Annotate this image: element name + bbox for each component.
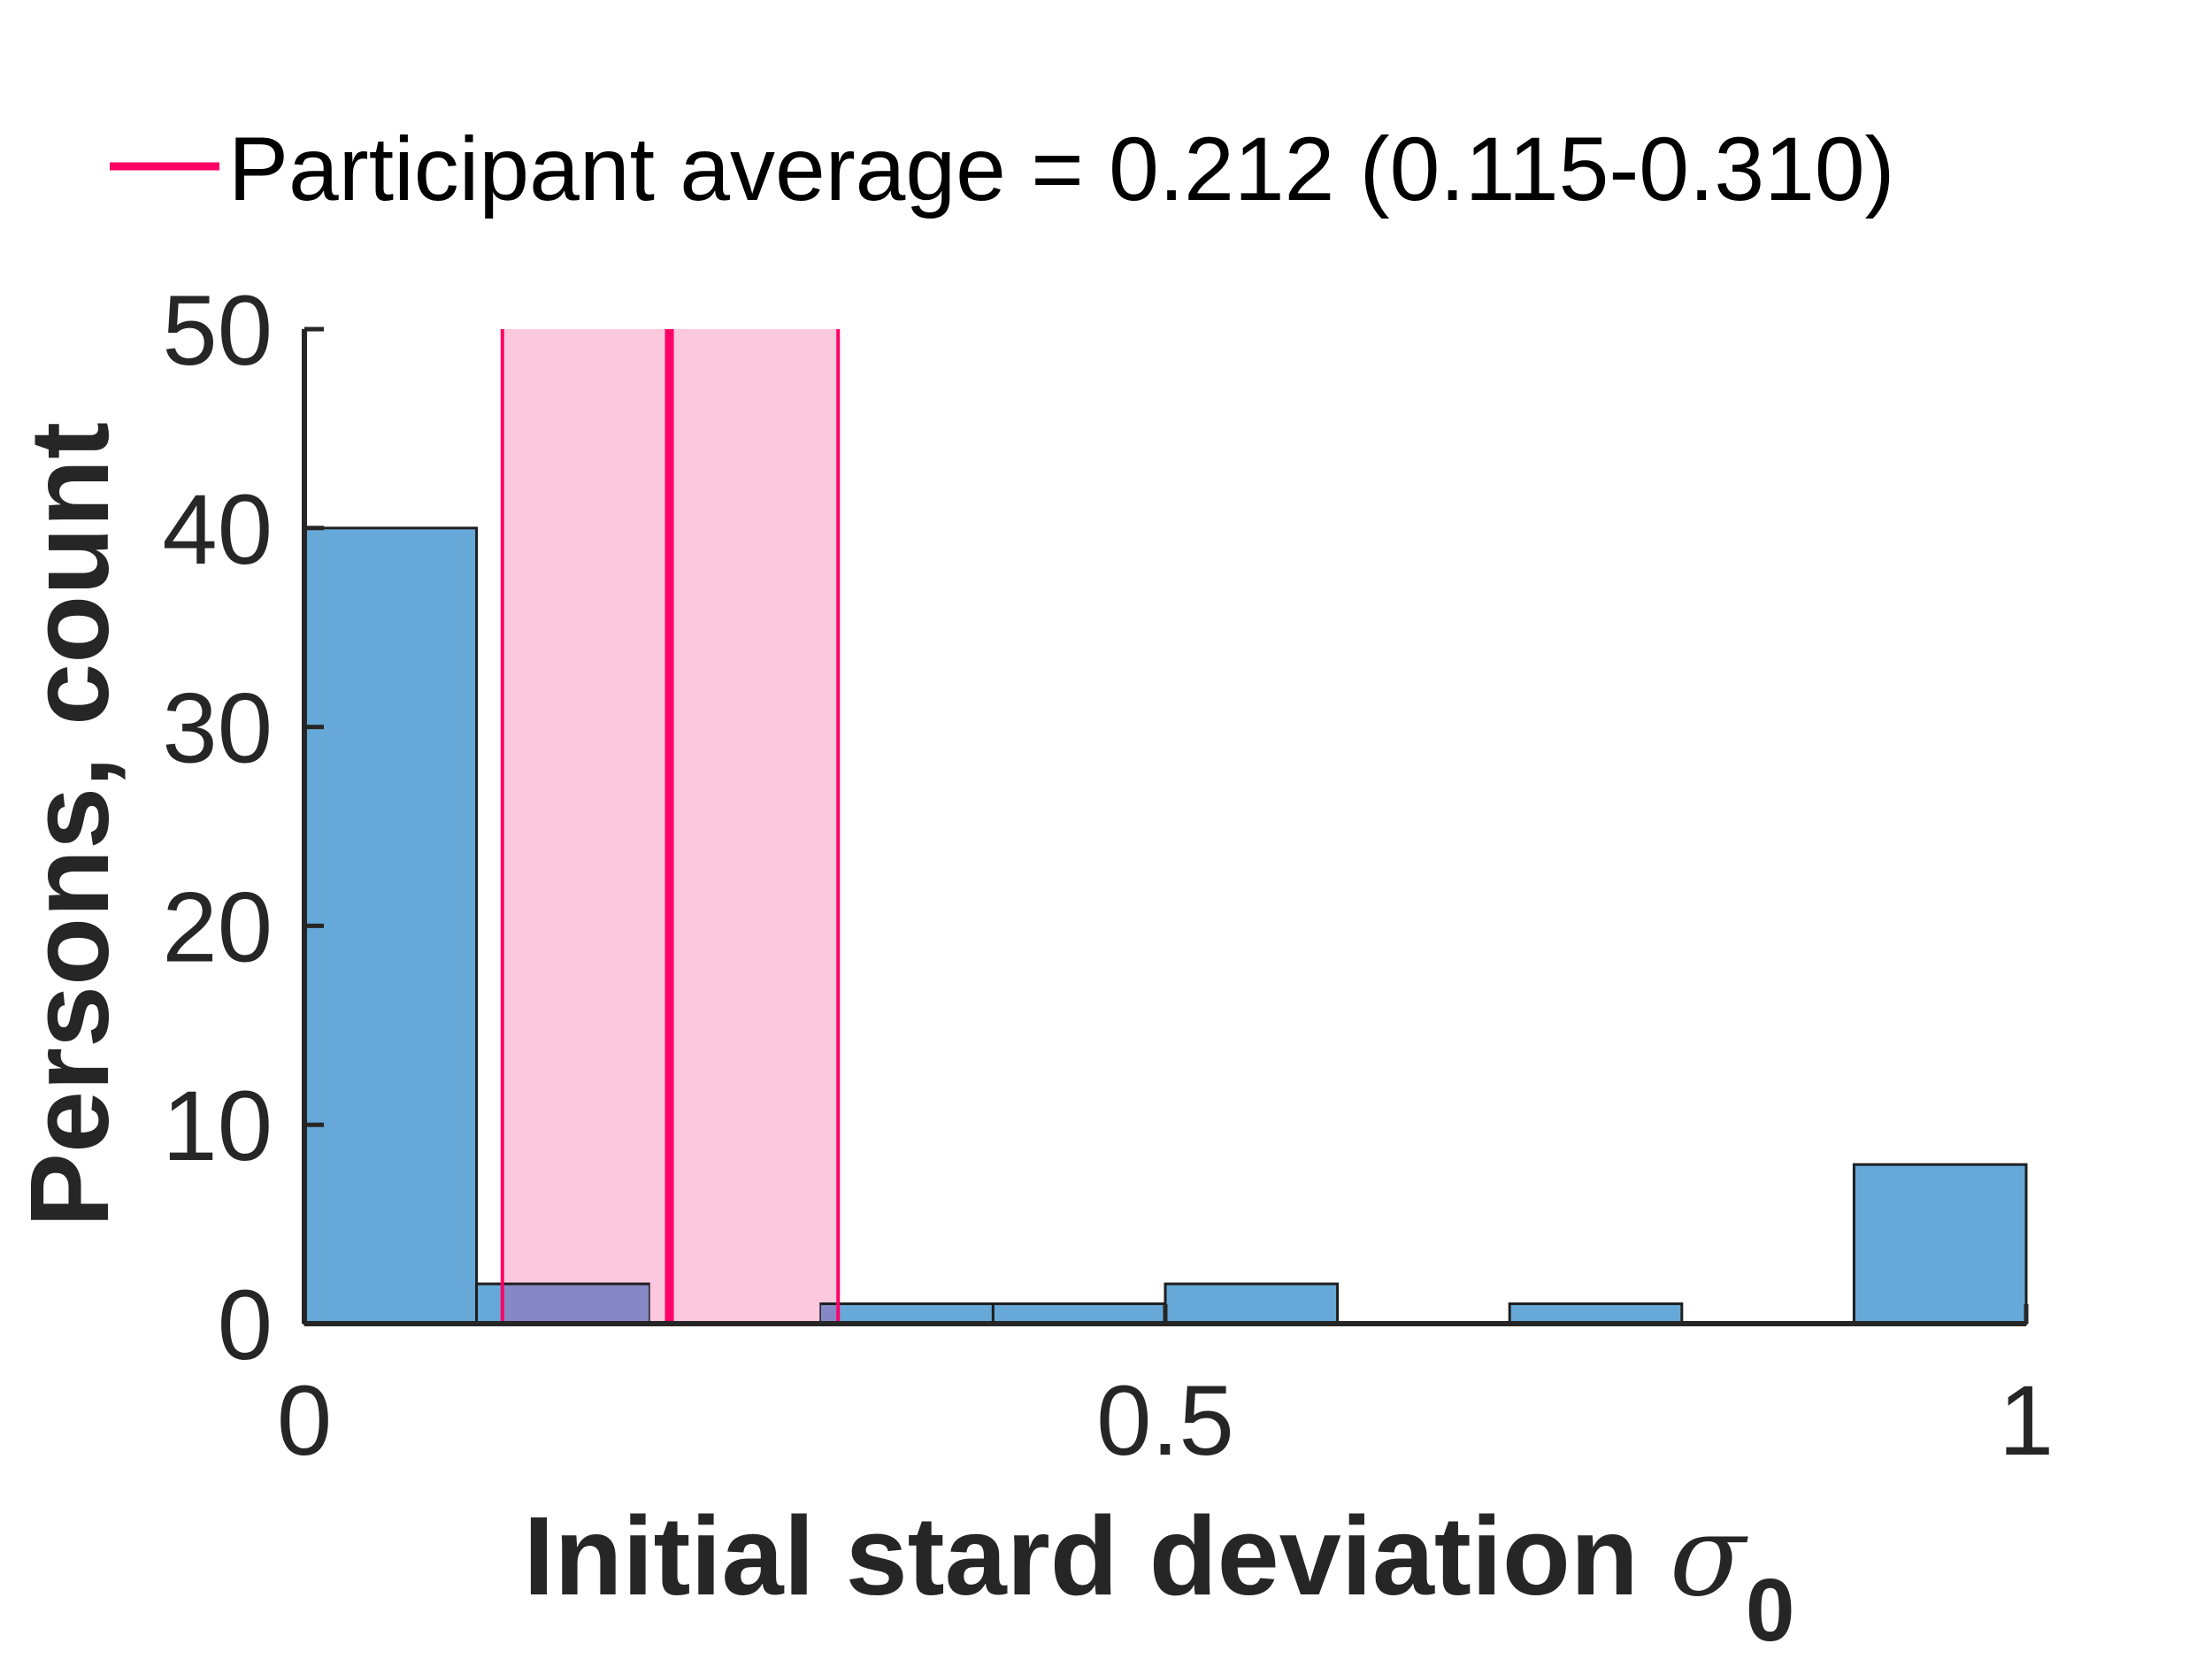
histogram-bar (1508, 1302, 1684, 1325)
legend: Participant average = 0.212 (0.115-0.310… (110, 119, 1895, 219)
y-tick-label: 0 (218, 1270, 273, 1380)
y-tick-labels: 0 10 20 30 40 50 (162, 275, 273, 1380)
x-axis-label-sigma: σ (1670, 1491, 1748, 1621)
x-tick-label: 0 (277, 1365, 332, 1476)
bars-layer (303, 526, 2028, 1325)
y-tick-label: 30 (162, 673, 273, 784)
y-tick-label: 20 (162, 872, 273, 982)
x-axis-label-subscript: 0 (1746, 1561, 1795, 1659)
bar-ci-overlap (502, 1285, 649, 1323)
x-axis-label: Initial stard deviation σ0 (524, 1491, 1795, 1659)
histogram-bar (1164, 1282, 1340, 1325)
bar-ci-overlap (820, 1305, 839, 1323)
y-tick-label: 40 (162, 474, 273, 585)
y-tick-label: 50 (162, 275, 273, 386)
mean-line-layer (500, 329, 841, 1324)
y-tick-label: 10 (162, 1071, 273, 1181)
axes-layer (302, 326, 2029, 1326)
overlap-layer (502, 1285, 839, 1323)
histogram-bar (991, 1302, 1167, 1325)
histogram-bar (303, 526, 479, 1325)
x-tick-label: 1 (1999, 1365, 2054, 1476)
x-axis-label-text: Initial stard deviation (524, 1494, 1670, 1618)
legend-label: Participant average = 0.212 (0.115-0.310… (228, 119, 1895, 219)
histogram-bar (819, 1302, 995, 1325)
x-tick-labels: 0 0.5 1 (277, 1365, 2054, 1476)
y-axis-label: Persons, count (7, 422, 132, 1227)
x-tick-label: 0.5 (1096, 1365, 1234, 1476)
histogram-bar (1852, 1163, 2028, 1325)
